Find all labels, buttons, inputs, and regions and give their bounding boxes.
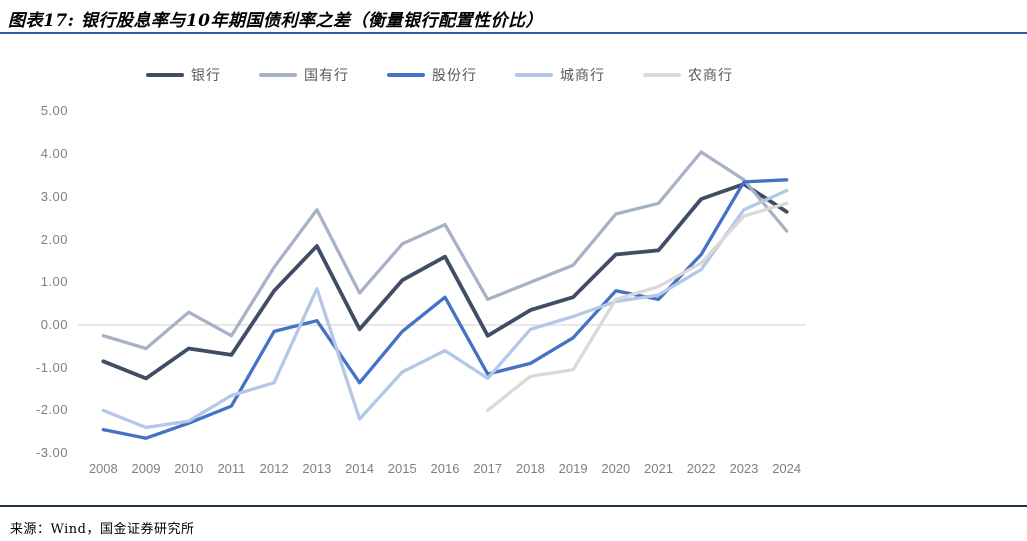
series-line-2 <box>101 178 789 440</box>
legend-line-swatch <box>643 73 681 77</box>
legend-item-3: 城商行 <box>515 65 605 85</box>
x-axis-label: 2010 <box>174 461 204 476</box>
x-axis-label: 2022 <box>686 461 716 476</box>
y-axis-label: 1.00 <box>40 274 68 290</box>
legend: 银行 国有行 股份行 城商行 农商行 <box>146 66 733 84</box>
legend-item-1: 国有行 <box>259 65 349 85</box>
source-note: 来源：Wind，国金证券研究所 <box>10 522 195 537</box>
legend-line-swatch <box>146 73 184 77</box>
footer-divider <box>0 505 1027 507</box>
x-axis-label: 2012 <box>259 461 289 476</box>
legend-item-0: 银行 <box>146 65 221 85</box>
series-line-3 <box>101 188 789 430</box>
y-axis-label: 0.00 <box>40 317 68 332</box>
y-axis-label: -2.00 <box>35 402 68 418</box>
legend-line-swatch <box>387 73 425 77</box>
legend-label: 城商行 <box>560 68 605 84</box>
y-axis-label: 2.00 <box>40 231 68 247</box>
y-axis-label: -1.00 <box>35 359 68 375</box>
x-axis-label: 2020 <box>601 461 631 476</box>
x-axis-label: 2013 <box>302 461 332 476</box>
x-axis-label: 2024 <box>772 461 802 476</box>
x-axis-label: 2019 <box>558 461 588 476</box>
x-axis-label: 2011 <box>217 461 246 476</box>
legend-item-2: 股份行 <box>387 65 477 85</box>
x-axis-label: 2015 <box>387 461 417 476</box>
series-line-0 <box>101 182 789 381</box>
x-axis-label: 2009 <box>131 461 161 476</box>
title-divider <box>0 32 1027 34</box>
y-axis-label: -3.00 <box>35 445 68 461</box>
legend-line-swatch <box>259 73 297 77</box>
y-axis-label: 4.00 <box>40 146 68 162</box>
legend-line-swatch <box>515 73 553 77</box>
x-axis-label: 2021 <box>644 461 673 476</box>
y-axis-label: 3.00 <box>40 188 68 204</box>
y-axis-label: 5.00 <box>40 103 68 119</box>
x-axis-label: 2017 <box>473 461 503 476</box>
x-axis-label: 2016 <box>430 461 460 476</box>
legend-item-4: 农商行 <box>643 65 733 85</box>
legend-label: 股份行 <box>432 68 477 84</box>
legend-label: 农商行 <box>688 68 733 84</box>
legend-label: 国有行 <box>304 68 349 84</box>
series-line-1 <box>101 150 789 351</box>
legend-label: 银行 <box>191 68 221 84</box>
x-axis-label: 2014 <box>345 461 374 476</box>
x-axis-label: 2023 <box>729 461 759 476</box>
chart-title: 图表17: 银行股息率与10年期国债利率之差（衡量银行配置性价比） <box>8 11 544 31</box>
x-axis-label: 2008 <box>88 461 118 476</box>
x-axis-label: 2018 <box>515 461 545 476</box>
series-line-4 <box>486 201 789 413</box>
